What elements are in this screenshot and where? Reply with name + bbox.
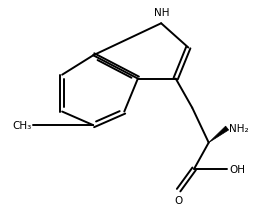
Text: CH₃: CH₃ (12, 121, 31, 131)
Text: NH: NH (154, 8, 170, 18)
Polygon shape (209, 126, 229, 143)
Text: O: O (175, 195, 183, 205)
Text: NH₂: NH₂ (229, 123, 249, 133)
Text: OH: OH (229, 164, 245, 174)
